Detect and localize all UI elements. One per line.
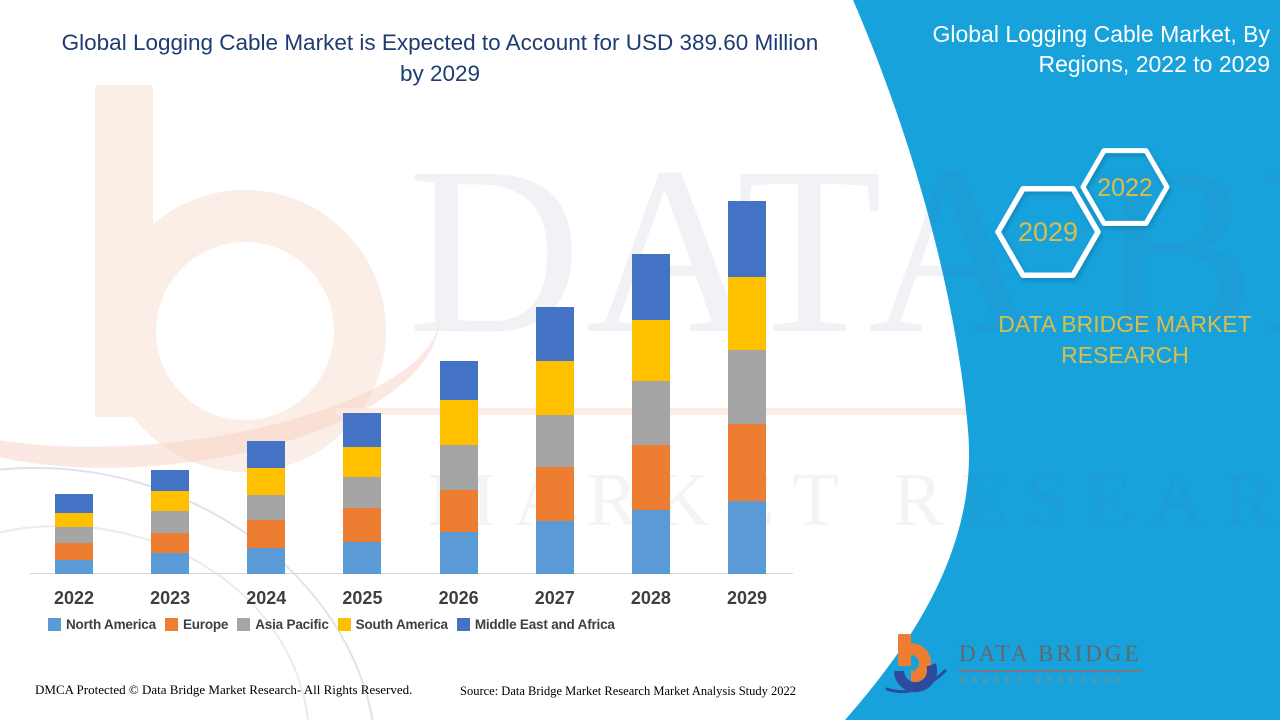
bar-2025: [343, 413, 382, 574]
bar-segment-europe-2028: [631, 445, 670, 510]
x-axis-line: [30, 573, 793, 574]
legend-item-asia-pacific: Asia Pacific: [237, 617, 329, 632]
bar-segment-asia-pacific-2025: [343, 477, 382, 508]
bar-segment-middle-east-and-africa-2025: [343, 413, 382, 447]
bar-segment-asia-pacific-2028: [631, 381, 670, 445]
bar-2027: [535, 307, 574, 574]
x-axis-label-2022: 2022: [53, 588, 95, 608]
bar-segment-europe-2023: [151, 533, 190, 553]
bar-segment-asia-pacific-2024: [247, 495, 286, 520]
x-axis-label-2025: 2025: [342, 588, 383, 608]
logo-title: DATA BRIDGE: [959, 641, 1142, 672]
legend-item-south-america: South America: [337, 617, 448, 632]
bar-2028: [631, 254, 670, 574]
bar-segment-north-america-2023: [151, 553, 190, 574]
bar-2026: [439, 361, 478, 574]
bar-segment-asia-pacific-2027: [535, 415, 574, 467]
bar-segment-middle-east-and-africa-2023: [151, 470, 190, 491]
legend-item-europe: Europe: [164, 617, 229, 632]
bar-segment-south-america-2029: [728, 277, 767, 350]
brand-name-line1: DATA BRIDGE MARKET: [998, 311, 1252, 337]
x-axis-label-2029: 2029: [727, 588, 768, 608]
bar-segment-europe-2026: [439, 490, 478, 532]
bar-segment-europe-2022: [55, 543, 93, 560]
bar-2022: [55, 494, 93, 574]
bar-segment-north-america-2027: [535, 521, 574, 574]
bar-segment-middle-east-and-africa-2024: [247, 441, 286, 468]
background-arc-band: [336, 408, 1280, 415]
dmca-notice: DMCA Protected © Data Bridge Market Rese…: [35, 682, 413, 697]
databridge-logo: DATA BRIDGE MARKET RESEARCH: [885, 633, 1142, 695]
bar-segment-south-america-2023: [151, 491, 190, 511]
legend-swatch-north-america: [48, 618, 61, 631]
hexagon-year-2022: 2022: [1097, 174, 1153, 202]
bar-segment-europe-2027: [535, 467, 574, 521]
bar-segment-asia-pacific-2023: [151, 511, 190, 533]
legend-swatch-south-america: [337, 618, 351, 631]
hexagon-2029-badge: [995, 185, 1101, 279]
bar-segment-north-america-2024: [247, 548, 286, 574]
page-title: Global Logging Cable Market is Expected …: [25, 27, 855, 89]
bar-segment-europe-2025: [343, 508, 382, 542]
x-axis-label-2023: 2023: [150, 588, 191, 608]
bar-segment-middle-east-and-africa-2027: [535, 307, 574, 361]
brand-name: DATA BRIDGE MARKET RESEARCH: [975, 309, 1275, 371]
bar-segment-south-america-2024: [247, 468, 286, 495]
legend-swatch-middle-east-and-africa: [456, 618, 470, 631]
legend-swatch-asia-pacific: [237, 618, 251, 631]
legend-label-europe: Europe: [182, 617, 229, 632]
bar-segment-south-america-2028: [631, 320, 670, 381]
bar-segment-asia-pacific-2029: [728, 350, 767, 424]
x-axis-label-2028: 2028: [630, 588, 671, 608]
bar-segment-middle-east-and-africa-2028: [631, 254, 670, 320]
bar-2024: [247, 441, 286, 574]
x-axis-label-2026: 2026: [438, 588, 479, 608]
legend-item-middle-east-and-africa: Middle East and Africa: [456, 617, 615, 632]
hexagon-2022-badge: [1080, 148, 1170, 226]
databridge-logo-icon: [885, 634, 947, 694]
chart-legend: North America Europe Asia Pacific South Ame…: [48, 617, 615, 632]
legend-label-north-america: North America: [66, 617, 156, 632]
x-axis-label-2024: 2024: [246, 588, 287, 608]
legend-item-north-america: North America: [48, 617, 156, 632]
hexagon-badges: [995, 148, 1170, 279]
hexagon-year-2029: 2029: [1017, 217, 1079, 247]
bar-segment-middle-east-and-africa-2029: [728, 201, 767, 277]
bar-segment-north-america-2029: [728, 501, 767, 574]
side-panel-title: Global Logging Cable Market, By Regions,…: [870, 19, 1270, 79]
bar-segment-asia-pacific-2022: [55, 527, 93, 543]
bar-segment-asia-pacific-2026: [439, 445, 478, 490]
bar-segment-north-america-2028: [631, 510, 670, 574]
x-axis-label-2027: 2027: [534, 588, 575, 608]
bar-2023: [151, 470, 190, 574]
bar-segment-north-america-2025: [343, 542, 382, 574]
bar-segment-south-america-2025: [343, 447, 382, 477]
bar-segment-europe-2024: [247, 520, 286, 548]
bar-2029: [728, 201, 767, 574]
page-title-line1: Global Logging Cable Market is Expected …: [61, 30, 819, 55]
bar-segment-middle-east-and-africa-2022: [55, 494, 93, 513]
legend-swatch-europe: [164, 618, 178, 631]
source-note: Source: Data Bridge Market Research Mark…: [460, 684, 797, 698]
bar-segment-south-america-2027: [535, 361, 574, 415]
logo-subtitle: MARKET RESEARCH: [959, 675, 1127, 685]
bar-segment-south-america-2022: [55, 513, 93, 527]
bar-segment-north-america-2022: [55, 560, 93, 574]
bar-segment-south-america-2026: [439, 400, 478, 445]
side-panel-title-line1: Global Logging Cable Market, By: [932, 21, 1270, 47]
brand-name-line2: RESEARCH: [1061, 342, 1189, 368]
databridge-logo-text: DATA BRIDGE MARKET RESEARCH: [959, 633, 1142, 685]
bar-segment-middle-east-and-africa-2026: [439, 361, 478, 400]
legend-label-south-america: South America: [355, 617, 448, 632]
side-panel-title-line2: Regions, 2022 to 2029: [1038, 51, 1270, 77]
bar-segment-europe-2029: [728, 424, 767, 501]
legend-label-middle-east-and-africa: Middle East and Africa: [474, 617, 615, 632]
bar-segment-north-america-2026: [439, 532, 478, 574]
page-title-line2: by 2029: [399, 61, 481, 86]
legend-label-asia-pacific: Asia Pacific: [255, 617, 329, 632]
